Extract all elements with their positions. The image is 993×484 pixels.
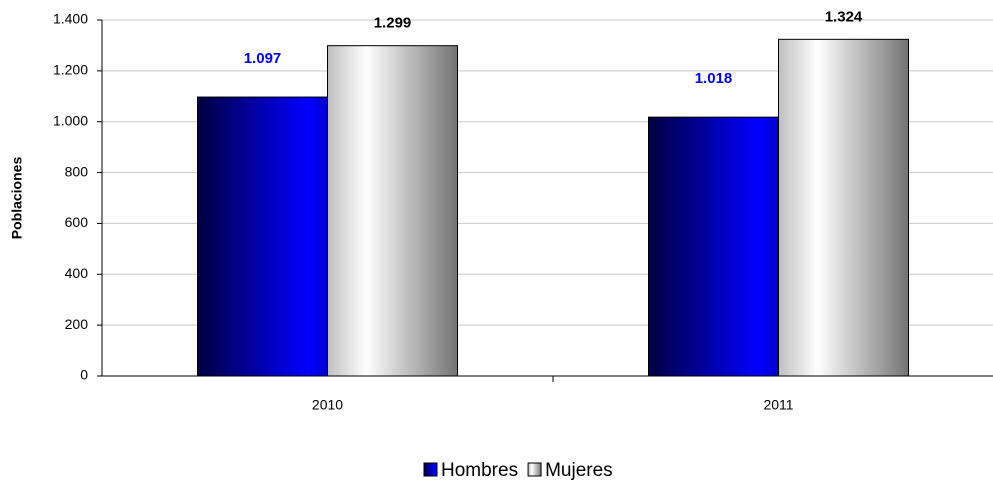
x-tick-label: 2010 (312, 397, 343, 413)
data-label: 1.324 (825, 8, 863, 25)
y-tick-label: 800 (65, 163, 89, 179)
y-tick-label: 1.400 (53, 11, 88, 27)
legend-label: Mujeres (545, 460, 613, 481)
y-axis-label: Poblaciones (9, 157, 25, 240)
legend-swatch (423, 462, 438, 477)
bar (197, 96, 328, 377)
x-tick-label: 2011 (763, 397, 793, 413)
legend-swatch (527, 462, 542, 477)
bar (778, 38, 909, 377)
y-tick-label: 600 (65, 214, 89, 230)
data-label: 1.097 (244, 50, 282, 67)
y-tick-label: 1.000 (53, 112, 88, 128)
y-tick-label: 1.200 (53, 62, 88, 78)
bar (327, 45, 458, 377)
data-label: 1.299 (374, 15, 412, 32)
legend-label: Hombres (441, 460, 518, 481)
y-tick-label: 400 (65, 265, 89, 281)
data-label: 1.018 (695, 70, 733, 87)
y-tick-label: 200 (65, 316, 89, 332)
bar (648, 116, 779, 377)
y-tick-label: 0 (80, 367, 88, 383)
